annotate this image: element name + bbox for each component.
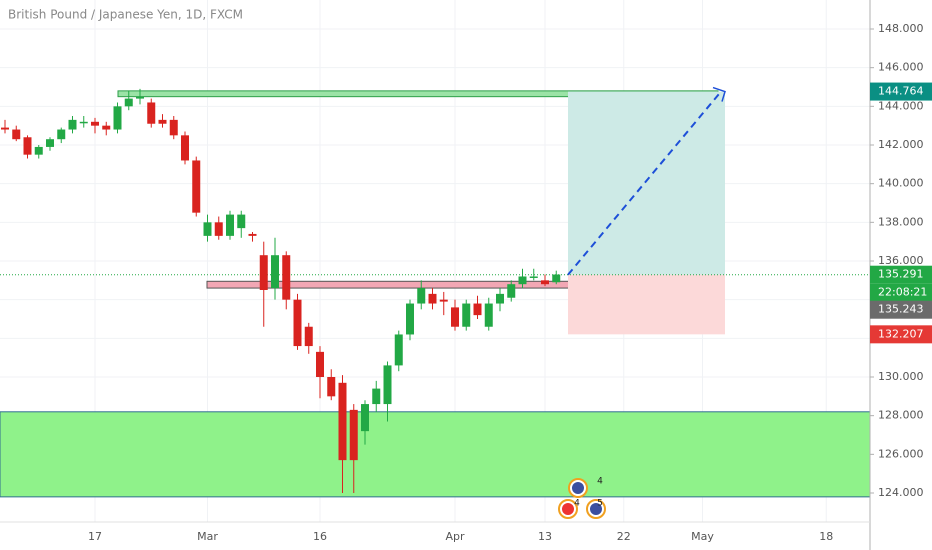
candle-body: [383, 365, 392, 405]
price-label-box: [870, 265, 932, 284]
y-tick-label: 138.000: [878, 215, 924, 228]
zone: [0, 411, 871, 498]
candle-body: [34, 146, 43, 155]
candle-body: [113, 106, 122, 130]
x-tick-label: May: [691, 530, 714, 543]
candle-body: [406, 303, 414, 335]
event-flag: [572, 482, 584, 494]
y-tick-label: 144.000: [878, 99, 924, 112]
candle-body: [304, 326, 313, 347]
candle-body: [181, 135, 189, 161]
price-label-box: [870, 283, 932, 302]
candle-body: [338, 382, 347, 461]
y-tick-label: 136.000: [878, 254, 924, 267]
y-tick-label: 148.000: [878, 22, 924, 35]
candle-body: [1, 127, 9, 130]
x-tick-label: Mar: [197, 530, 218, 543]
candle-body: [473, 303, 482, 316]
candle-body: [529, 276, 538, 278]
candle-body: [484, 303, 493, 327]
candle-body: [394, 334, 403, 366]
candle-body: [79, 121, 88, 124]
price-label: 144.764: [878, 85, 924, 98]
x-tick-label: Apr: [445, 530, 465, 543]
y-tick-label: 146.000: [878, 61, 924, 74]
candle-body: [316, 351, 324, 377]
x-tick-label: 13: [538, 530, 552, 543]
candle-body: [349, 409, 358, 461]
y-tick-label: 128.000: [878, 409, 924, 422]
event-flag: [562, 503, 574, 515]
candle-body: [147, 102, 156, 124]
candle-body: [439, 299, 448, 302]
price-label: 22:08:21: [878, 286, 927, 299]
x-tick-label: 18: [819, 530, 833, 543]
price-label-box: [870, 325, 932, 344]
price-label: 135.291: [878, 268, 924, 281]
candle-body: [91, 121, 99, 126]
candle-body: [361, 404, 369, 432]
projection-arrow: [712, 86, 726, 102]
candle-body: [158, 119, 167, 124]
candle-body: [259, 255, 268, 290]
event-flag: [590, 503, 602, 515]
x-tick-label: 17: [88, 530, 102, 543]
x-tick-label: 22: [617, 530, 631, 543]
x-tick-label: 16: [313, 530, 327, 543]
price-label: 135.243: [878, 303, 924, 316]
y-tick-label: 142.000: [878, 138, 924, 151]
candle-body: [282, 255, 291, 300]
candle-body: [214, 222, 223, 236]
candle-body: [293, 299, 302, 347]
event-count: 4: [574, 499, 580, 509]
candle-body: [68, 119, 77, 130]
price-label-box: [870, 300, 932, 319]
candle-body: [46, 139, 54, 147]
plot: 4 4 5: [0, 86, 871, 519]
event-count: 4: [597, 477, 603, 487]
y-tick-label: 140.000: [878, 177, 924, 190]
candle-body: [327, 377, 336, 397]
candle-body: [518, 276, 527, 285]
candle-body: [507, 284, 516, 298]
candle-body: [248, 233, 257, 236]
candle-body: [541, 280, 549, 285]
candle-body: [169, 119, 178, 136]
candle-body: [496, 293, 504, 304]
candle-body: [192, 160, 201, 213]
loss-area: [568, 274, 725, 335]
candle-body: [372, 388, 381, 405]
candle-body: [124, 98, 133, 107]
y-tick-label: 130.000: [878, 370, 924, 383]
price-label: 132.207: [878, 327, 924, 340]
candle-body: [237, 214, 246, 229]
candle-body: [271, 255, 279, 289]
event-count: 5: [597, 499, 603, 509]
candle-body: [226, 214, 234, 236]
price-label-box: [870, 82, 932, 101]
y-tick-label: 126.000: [878, 447, 924, 460]
candle-body: [203, 222, 212, 236]
candle-body: [417, 288, 426, 304]
projection-line: [567, 90, 722, 276]
candle-body: [23, 137, 32, 155]
candle-body: [428, 293, 437, 304]
candle-body: [57, 129, 66, 140]
chart-title: British Pound / Japanese Yen, 1D, FXCM: [8, 8, 243, 22]
candle-body: [136, 96, 144, 99]
candle-body: [102, 125, 111, 130]
candle-body: [462, 303, 471, 327]
candle-body: [12, 129, 21, 140]
candle-body: [552, 274, 561, 283]
y-tick-label: 124.000: [878, 486, 924, 499]
candle-body: [451, 307, 459, 327]
